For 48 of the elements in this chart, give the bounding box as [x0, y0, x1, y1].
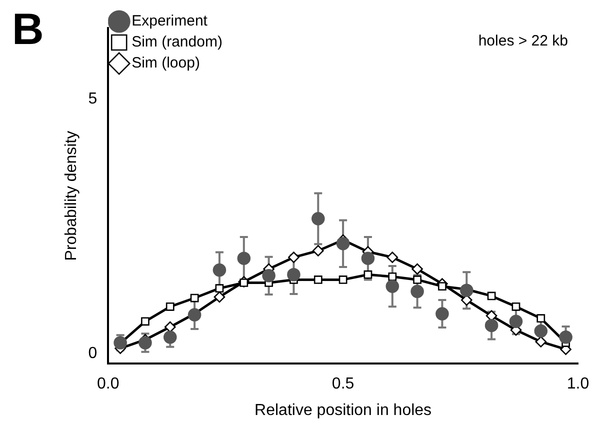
legend-label: Sim (loop)	[132, 54, 200, 72]
point	[262, 268, 276, 282]
point	[361, 252, 375, 265]
point	[288, 252, 300, 263]
point	[287, 268, 300, 282]
point	[487, 292, 496, 300]
point	[336, 236, 350, 250]
point	[190, 294, 199, 302]
x-axis-title: Relative position in holes	[254, 402, 432, 419]
point	[436, 307, 449, 320]
point	[215, 284, 224, 293]
point	[410, 284, 424, 298]
point	[138, 336, 152, 350]
point	[314, 276, 322, 284]
point	[438, 282, 446, 290]
legend-label: Sim (random)	[132, 34, 222, 51]
point	[388, 272, 397, 281]
point	[364, 270, 372, 279]
point	[559, 330, 572, 344]
x-tick-label: 0.5	[332, 376, 354, 393]
point	[386, 280, 400, 293]
point	[237, 252, 251, 265]
point	[512, 302, 520, 311]
point	[214, 291, 226, 303]
point	[141, 317, 150, 326]
point	[535, 336, 547, 348]
point	[338, 276, 348, 284]
point	[212, 263, 226, 277]
point	[412, 263, 423, 275]
point	[163, 330, 177, 344]
y-axis-title: Probability density	[63, 130, 80, 261]
text: B	[12, 5, 44, 54]
point	[311, 212, 325, 226]
x-tick-label: 0.0	[96, 376, 120, 393]
point	[413, 276, 422, 284]
point	[386, 252, 398, 263]
y-tick-label: 5	[88, 90, 98, 108]
point	[534, 324, 548, 338]
y-tick-label: 0	[88, 344, 98, 362]
point	[460, 284, 474, 298]
point	[166, 302, 174, 311]
point	[484, 318, 498, 332]
annotation: holes > 22 kb	[478, 32, 568, 50]
point	[536, 314, 546, 323]
x-tick-label: 1.0	[566, 376, 590, 393]
legend-label: Experiment	[132, 12, 208, 30]
point	[312, 245, 324, 256]
point	[509, 314, 523, 328]
